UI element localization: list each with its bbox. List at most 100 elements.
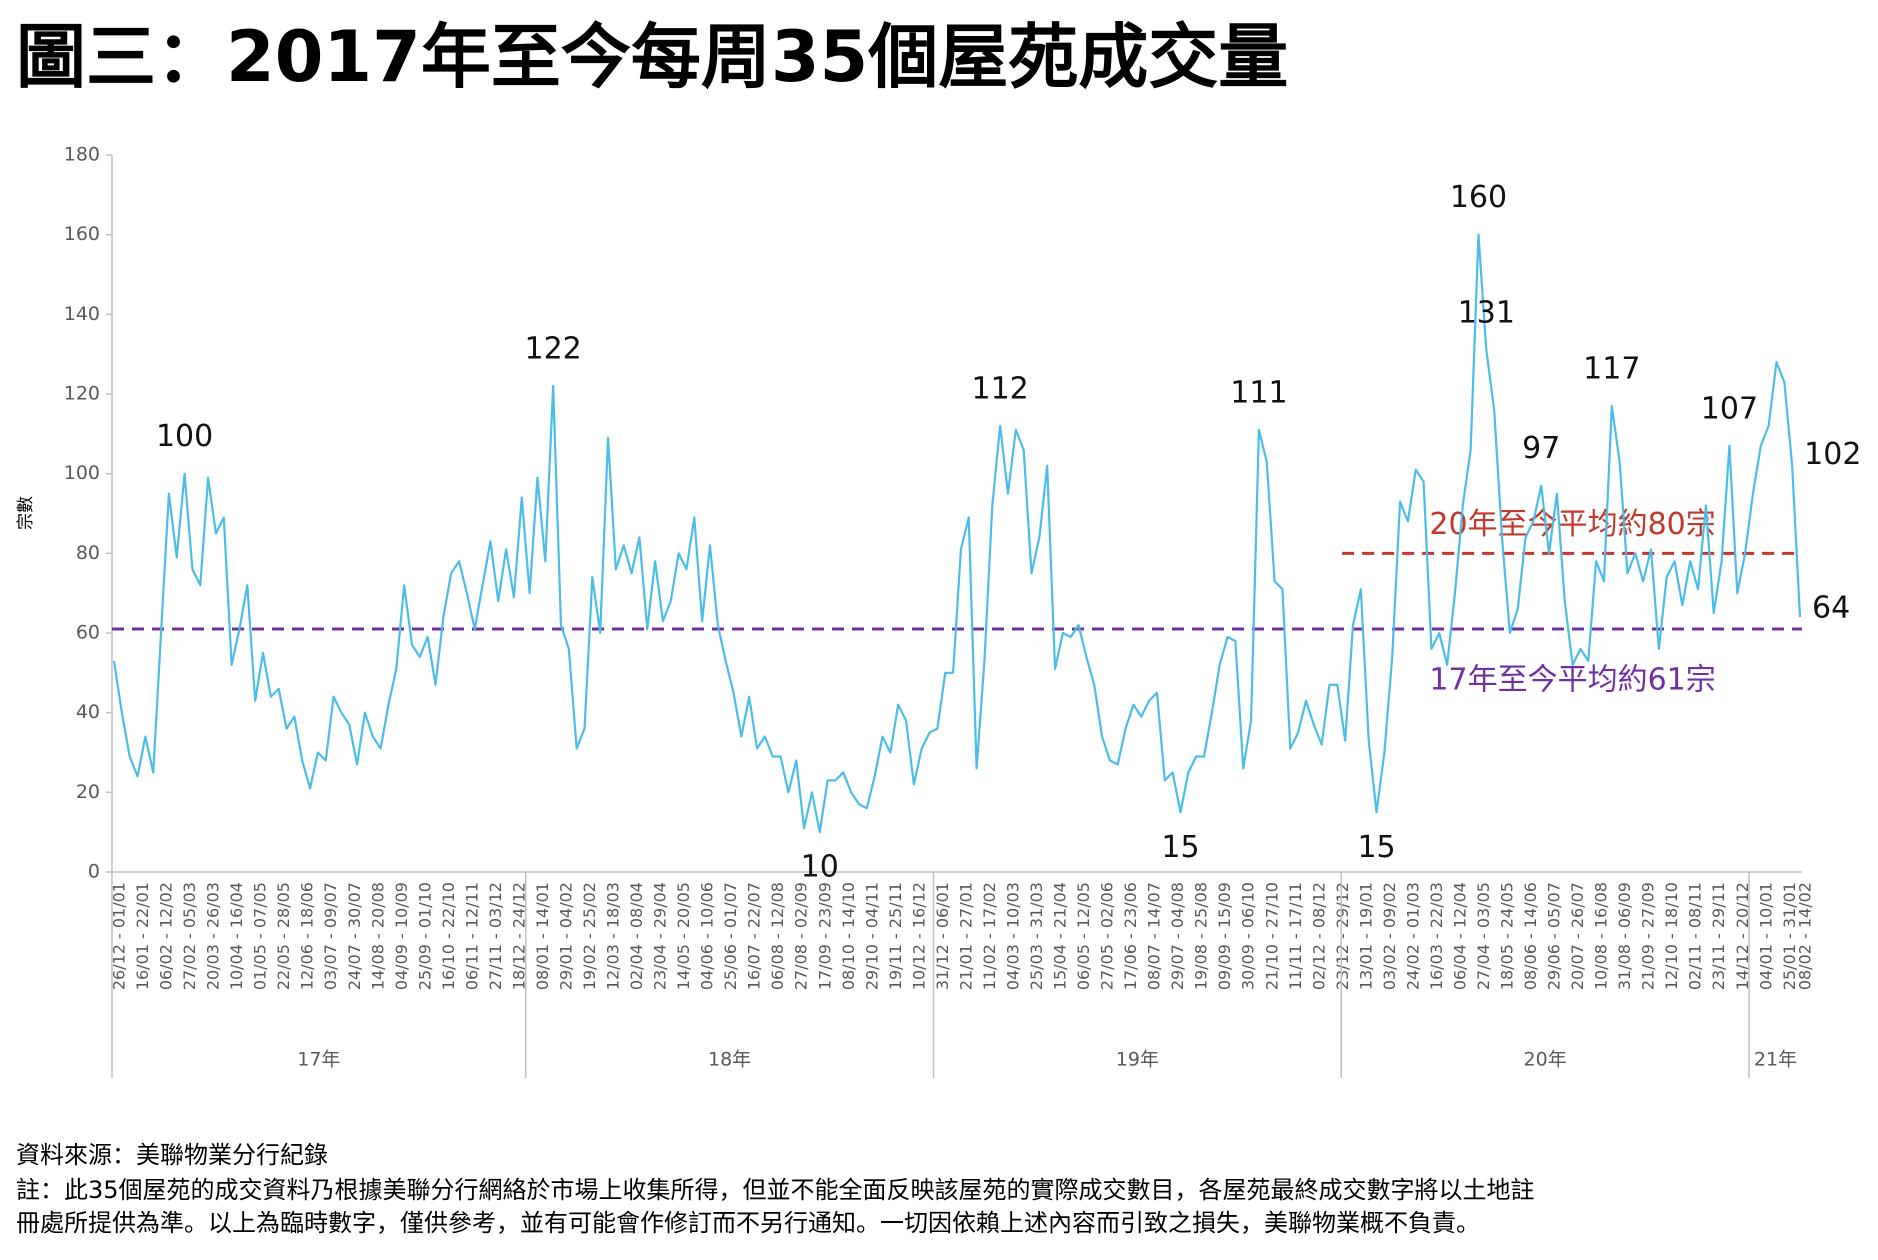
x-tick-label: 06/04 - 12/04 xyxy=(1450,882,1469,990)
source: 資料來源：美聯物業分行紀錄 xyxy=(16,1141,328,1169)
x-tick-label: 08/07 - 14/07 xyxy=(1145,882,1164,990)
x-tick-label: 08/01 - 14/01 xyxy=(533,882,552,990)
data-label: 102 xyxy=(1804,437,1861,472)
y-tick-label: 60 xyxy=(76,622,100,644)
x-tick-label: 31/12 - 06/01 xyxy=(933,882,952,990)
x-tick-label: 14/08 - 20/08 xyxy=(368,882,387,990)
group-label: 17年 xyxy=(297,1049,340,1071)
x-tick-label: 20/03 - 26/03 xyxy=(204,882,223,990)
x-tick-label: 03/07 - 09/07 xyxy=(321,882,340,990)
x-tick-label: 29/01 - 04/02 xyxy=(556,882,575,990)
data-label: 111 xyxy=(1230,375,1287,410)
x-tick-label: 10/04 - 16/04 xyxy=(227,882,246,990)
x-tick-label: 02/11 - 08/11 xyxy=(1686,882,1705,990)
data-line xyxy=(112,233,1802,834)
note: 註：此35個屋苑的成交資料乃根據美聯分行網絡於市場上收集所得，但並不能全面反映該… xyxy=(16,1176,1535,1204)
data-label: 107 xyxy=(1701,391,1758,426)
x-tick-label: 19/08 - 25/08 xyxy=(1192,882,1211,990)
x-tick-label: 27/04 - 03/05 xyxy=(1474,882,1493,990)
data-label: 160 xyxy=(1450,180,1507,215)
x-tick-label: 06/08 - 12/08 xyxy=(768,882,787,990)
data-label: 15 xyxy=(1357,830,1395,865)
x-tick-label: 08/10 - 14/10 xyxy=(839,882,858,990)
x-tick-label: 10/08 - 16/08 xyxy=(1592,882,1611,990)
x-tick-label: 19/02 - 25/02 xyxy=(580,882,599,990)
x-tick-label: 04/01 - 10/01 xyxy=(1756,882,1775,990)
x-tick-label: 17/06 - 23/06 xyxy=(1121,882,1140,990)
group-label: 21年 xyxy=(1754,1049,1797,1071)
data-label: 97 xyxy=(1522,431,1560,466)
x-tick-label: 15/04 - 21/04 xyxy=(1051,882,1070,990)
y-axis-label: 宗數 xyxy=(16,496,36,530)
y-tick-label: 20 xyxy=(76,781,100,803)
x-tick-label: 25/06 - 01/07 xyxy=(721,882,740,990)
x-tick-label: 12/03 - 18/03 xyxy=(604,882,623,990)
x-tick-label: 17/09 - 23/09 xyxy=(815,882,834,990)
x-tick-label: 20/07 - 26/07 xyxy=(1568,882,1587,990)
x-tick-label: 27/08 - 02/09 xyxy=(792,882,811,990)
x-tick-label: 29/07 - 04/08 xyxy=(1168,882,1187,990)
chart-title: 圖三：2017年至今每周35個屋苑成交量 xyxy=(16,16,1288,98)
x-tick-label: 21/09 - 27/09 xyxy=(1639,882,1658,990)
y-tick-label: 140 xyxy=(64,303,100,325)
x-tick-label: 04/06 - 10/06 xyxy=(698,882,717,990)
y-tick-label: 160 xyxy=(64,223,100,245)
x-tick-label: 24/02 - 01/03 xyxy=(1403,882,1422,990)
data-label: 122 xyxy=(525,332,582,367)
x-tick-label: 02/12 - 08/12 xyxy=(1309,882,1328,990)
group-label: 20年 xyxy=(1524,1049,1567,1071)
x-tick-label: 11/02 - 17/02 xyxy=(980,882,999,990)
x-tick-label: 27/05 - 02/06 xyxy=(1098,882,1117,990)
x-tick-label: 18/05 - 24/05 xyxy=(1498,882,1517,990)
x-tick-label: 19/11 - 25/11 xyxy=(886,882,905,990)
x-tick-label: 08/06 - 14/06 xyxy=(1521,882,1540,990)
x-tick-label: 06/02 - 12/02 xyxy=(157,882,176,990)
x-tick-label: 24/07 - 30/07 xyxy=(345,882,364,990)
x-tick-label: 06/05 - 12/05 xyxy=(1074,882,1093,990)
x-tick-label: 30/09 - 06/10 xyxy=(1239,882,1258,990)
x-tick-label: 23/04 - 29/04 xyxy=(651,882,670,990)
x-tick-label: 21/01 - 27/01 xyxy=(956,882,975,990)
x-tick-label: 22/05 - 28/05 xyxy=(274,882,293,990)
x-tick-label: 23/12 - 29/12 xyxy=(1333,882,1352,990)
x-tick-label: 29/10 - 04/11 xyxy=(862,882,881,990)
x-tick-label: 25/01 - 31/01 xyxy=(1780,882,1799,990)
x-tick-label: 26/12 - 01/01 xyxy=(110,882,129,990)
y-tick-label: 80 xyxy=(76,542,100,564)
x-tick-label: 12/10 - 18/10 xyxy=(1662,882,1681,990)
x-tick-label: 16/10 - 22/10 xyxy=(439,882,458,990)
x-tick-label: 23/11 - 29/11 xyxy=(1709,882,1728,990)
x-tick-label: 03/02 - 09/02 xyxy=(1380,882,1399,990)
x-tick-label: 18/12 - 24/12 xyxy=(509,882,528,990)
x-tick-label: 27/11 - 03/12 xyxy=(486,882,505,990)
x-tick-label: 02/04 - 08/04 xyxy=(627,882,646,990)
x-tick-label: 29/06 - 05/07 xyxy=(1545,882,1564,990)
note: 冊處所提供為準。以上為臨時數字，僅供參考，並有可能會作修訂而不另行通知。一切因依… xyxy=(16,1209,1480,1237)
x-tick-label: 08/02 - 14/02 xyxy=(1796,882,1815,990)
x-tick-label: 10/12 - 16/12 xyxy=(909,882,928,990)
group-label: 19年 xyxy=(1116,1049,1159,1071)
x-tick-label: 13/01 - 19/01 xyxy=(1356,882,1375,990)
y-tick-label: 40 xyxy=(76,701,100,723)
x-tick-label: 09/09 - 15/09 xyxy=(1215,882,1234,990)
x-tick-label: 31/08 - 06/09 xyxy=(1615,882,1634,990)
x-tick-label: 21/10 - 27/10 xyxy=(1262,882,1281,990)
x-tick-label: 04/03 - 10/03 xyxy=(1003,882,1022,990)
group-label: 18年 xyxy=(708,1049,751,1071)
x-tick-label: 04/09 - 10/09 xyxy=(392,882,411,990)
y-tick-label: 120 xyxy=(64,383,100,405)
x-tick-label: 16/01 - 22/01 xyxy=(133,882,152,990)
x-tick-label: 25/09 - 01/10 xyxy=(415,882,434,990)
data-label: 64 xyxy=(1812,591,1850,626)
reference-label: 20年至今平均約80宗 xyxy=(1429,507,1715,542)
data-label: 15 xyxy=(1161,830,1199,865)
x-tick-label: 06/11 - 12/11 xyxy=(462,882,481,990)
data-label: 117 xyxy=(1583,351,1640,386)
data-label: 131 xyxy=(1458,296,1515,331)
x-tick-label: 25/03 - 31/03 xyxy=(1027,882,1046,990)
reference-label: 17年至今平均約61宗 xyxy=(1429,663,1715,698)
y-tick-label: 0 xyxy=(88,861,100,883)
y-tick-label: 100 xyxy=(64,462,100,484)
data-label: 112 xyxy=(971,371,1028,406)
